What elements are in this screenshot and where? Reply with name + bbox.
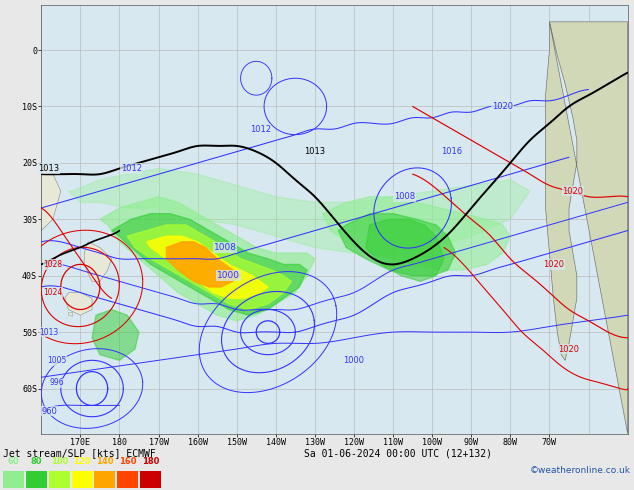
Text: 1012: 1012 xyxy=(120,164,141,173)
Polygon shape xyxy=(127,225,292,310)
Polygon shape xyxy=(112,214,307,315)
Text: 1028: 1028 xyxy=(43,260,63,269)
Text: 1000: 1000 xyxy=(217,271,240,280)
Bar xyxy=(94,470,115,489)
Polygon shape xyxy=(68,312,72,317)
Text: 160: 160 xyxy=(119,457,136,466)
Bar xyxy=(72,470,93,489)
Bar xyxy=(117,470,138,489)
Polygon shape xyxy=(100,196,315,321)
Text: 996: 996 xyxy=(49,378,64,388)
Text: Sa 01-06-2024 00:00 UTC (12+132): Sa 01-06-2024 00:00 UTC (12+132) xyxy=(304,448,493,459)
Text: 1012: 1012 xyxy=(250,124,271,133)
Polygon shape xyxy=(147,236,268,298)
Text: 60: 60 xyxy=(8,457,20,466)
Polygon shape xyxy=(68,169,530,253)
Text: 1005: 1005 xyxy=(47,356,67,365)
Bar xyxy=(49,470,70,489)
Text: 1000: 1000 xyxy=(344,356,365,365)
Text: 1020: 1020 xyxy=(559,344,579,353)
Bar xyxy=(3,470,24,489)
Text: 120: 120 xyxy=(74,457,91,466)
Text: 80: 80 xyxy=(30,457,42,466)
Polygon shape xyxy=(166,242,241,287)
Polygon shape xyxy=(366,220,444,281)
Text: 1016: 1016 xyxy=(441,147,462,156)
Text: 1020: 1020 xyxy=(562,187,583,196)
Text: ©weatheronline.co.uk: ©weatheronline.co.uk xyxy=(530,466,631,475)
Polygon shape xyxy=(84,242,112,281)
Text: 1013: 1013 xyxy=(39,328,59,337)
Bar xyxy=(140,470,161,489)
Polygon shape xyxy=(41,163,61,231)
Polygon shape xyxy=(65,293,92,315)
Text: 960: 960 xyxy=(41,407,57,416)
Text: 1013: 1013 xyxy=(39,164,60,173)
Polygon shape xyxy=(92,310,139,360)
Bar xyxy=(26,470,47,489)
Text: 1020: 1020 xyxy=(492,102,513,111)
Polygon shape xyxy=(545,22,628,434)
Text: 1008: 1008 xyxy=(214,243,236,252)
Text: 1013: 1013 xyxy=(304,147,325,156)
Polygon shape xyxy=(323,196,510,270)
Text: 180: 180 xyxy=(142,457,159,466)
Polygon shape xyxy=(339,214,456,276)
Text: 100: 100 xyxy=(51,457,68,466)
Text: 1024: 1024 xyxy=(43,288,63,297)
Text: Jet stream/SLP [kts] ECMWF: Jet stream/SLP [kts] ECMWF xyxy=(3,448,156,459)
Text: 140: 140 xyxy=(96,457,113,466)
Text: 1020: 1020 xyxy=(543,260,564,269)
Text: 1008: 1008 xyxy=(394,192,415,201)
